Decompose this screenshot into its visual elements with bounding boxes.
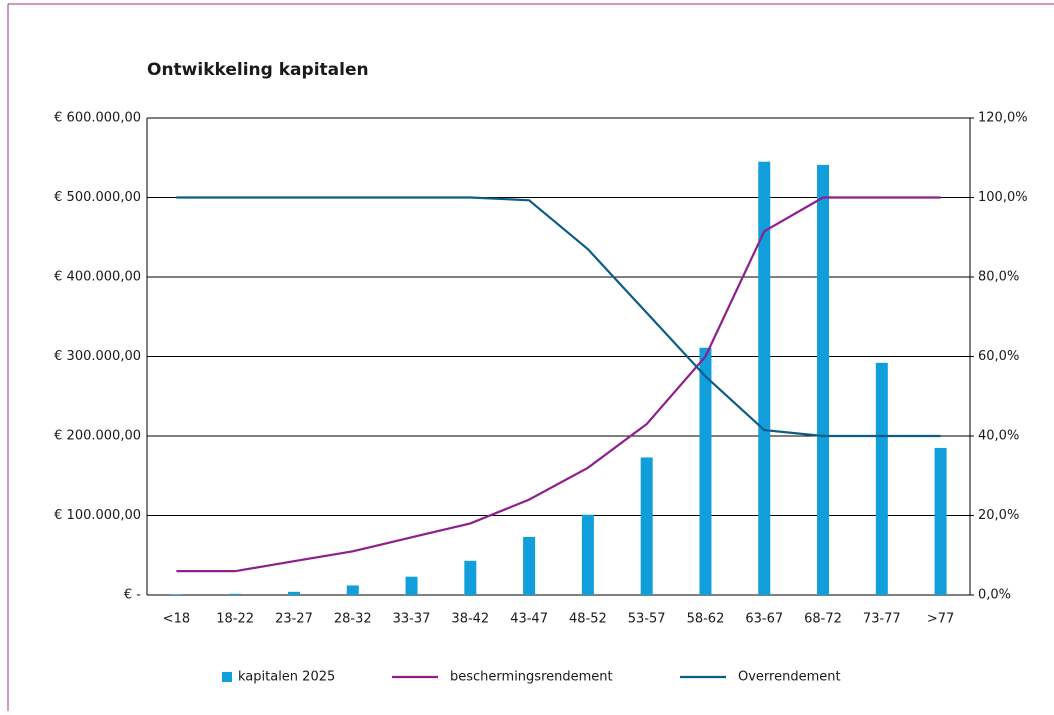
- y2-tick-label: 100,0%: [978, 190, 1028, 205]
- legend-swatch: [222, 672, 232, 682]
- x-tick-label: 23-27: [275, 612, 313, 627]
- bar: [817, 164, 830, 595]
- bar: [229, 593, 242, 595]
- bar: [758, 161, 771, 595]
- y-tick-label: € 300.000,00: [54, 349, 141, 364]
- legend-label: Overrendement: [738, 670, 841, 685]
- y-tick-label: € 500.000,00: [54, 190, 141, 205]
- bar: [170, 594, 183, 595]
- y-tick-label: € 600.000,00: [54, 111, 141, 126]
- legend-label: beschermingsrendement: [450, 670, 613, 685]
- bar: [875, 362, 888, 595]
- x-tick-label: 48-52: [569, 612, 607, 627]
- y2-tick-label: 20,0%: [978, 508, 1019, 523]
- bar: [581, 514, 594, 595]
- x-tick-label: 18-22: [216, 612, 254, 627]
- x-tick-label: >77: [927, 612, 954, 627]
- y-tick-label: € 200.000,00: [54, 429, 141, 444]
- x-tick-label: 68-72: [804, 612, 842, 627]
- y-tick-label: € -: [124, 588, 141, 603]
- y2-tick-label: 120,0%: [978, 111, 1028, 126]
- y2-tick-label: 0,0%: [978, 588, 1011, 603]
- bar: [640, 457, 653, 595]
- x-tick-label: 53-57: [628, 612, 666, 627]
- y2-tick-label: 60,0%: [978, 349, 1019, 364]
- bar: [405, 576, 418, 595]
- bar: [934, 447, 947, 595]
- x-tick-label: 73-77: [863, 612, 901, 627]
- bar: [699, 347, 712, 595]
- line: [176, 196, 941, 438]
- legend-label: kapitalen 2025: [238, 670, 335, 685]
- x-tick-label: <18: [163, 612, 190, 627]
- bar: [346, 585, 359, 595]
- y2-tick-label: 80,0%: [978, 270, 1019, 285]
- y-tick-label: € 100.000,00: [54, 508, 141, 523]
- x-tick-label: 63-67: [745, 612, 783, 627]
- x-tick-label: 28-32: [334, 612, 372, 627]
- bar: [464, 560, 477, 595]
- x-tick-label: 58-62: [687, 612, 725, 627]
- bar: [287, 591, 300, 595]
- y2-tick-label: 40,0%: [978, 429, 1019, 444]
- x-tick-label: 33-37: [393, 612, 431, 627]
- x-tick-label: 38-42: [451, 612, 489, 627]
- chart-title: Ontwikkeling kapitalen: [147, 60, 369, 80]
- y-tick-label: € 400.000,00: [54, 270, 141, 285]
- bar: [523, 536, 536, 595]
- x-tick-label: 43-47: [510, 612, 548, 627]
- line: [176, 196, 941, 573]
